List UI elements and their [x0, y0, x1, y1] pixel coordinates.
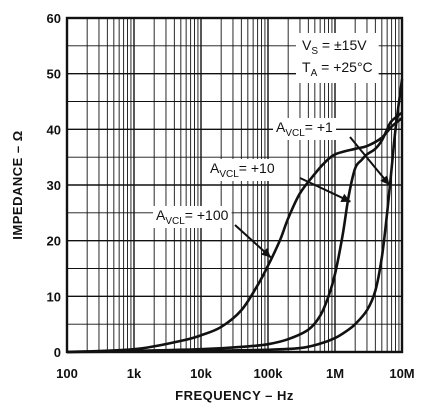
x-tick-label: 100k — [254, 366, 284, 381]
x-tick-label: 100 — [56, 366, 78, 381]
label-background — [273, 118, 337, 140]
label-background — [153, 206, 232, 228]
y-tick-labels: 0 10 20 30 40 50 60 — [47, 11, 61, 360]
label-background — [207, 159, 278, 181]
y-axis-label: IMPEDANCE – Ω — [10, 130, 25, 239]
x-tick-label: 10k — [190, 366, 212, 381]
x-tick-label: 1k — [127, 366, 142, 381]
y-tick-label: 0 — [54, 345, 61, 360]
plot-frame — [65, 16, 404, 354]
y-tick-label: 10 — [47, 289, 61, 304]
x-axis-label: FREQUENCY – Hz — [175, 388, 294, 403]
series-labels: AVCL= +1 AVCL= +10 AVCL= +100 — [153, 118, 391, 259]
series-arrow — [349, 136, 391, 186]
curves — [66, 79, 404, 354]
y-tick-label: 60 — [47, 11, 61, 26]
condition-text: VS = ±15V — [302, 37, 367, 57]
x-tick-label: 10M — [389, 366, 414, 381]
condition-text: TA = +25°C — [302, 59, 373, 79]
series-line — [66, 117, 403, 354]
series-label: AVCL= +10 — [210, 160, 275, 180]
y-tick-label: 50 — [47, 67, 61, 82]
x-tick-labels: 100 1k 10k 100k 1M 10M — [56, 366, 415, 381]
series-label: AVCL= +1 — [276, 119, 333, 139]
series-label: AVCL= +100 — [156, 207, 229, 227]
grid — [67, 18, 402, 352]
series-line — [66, 111, 403, 354]
series-line — [66, 79, 404, 354]
series-arrowhead — [261, 247, 271, 258]
y-tick-label: 40 — [47, 122, 61, 137]
conditions-background — [296, 33, 379, 83]
y-tick-label: 20 — [47, 234, 61, 249]
y-tick-label: 30 — [47, 178, 61, 193]
series-arrowhead — [380, 175, 390, 185]
series-arrow — [299, 177, 351, 203]
series-arrowhead — [340, 193, 351, 202]
x-tick-label: 1M — [326, 366, 344, 381]
